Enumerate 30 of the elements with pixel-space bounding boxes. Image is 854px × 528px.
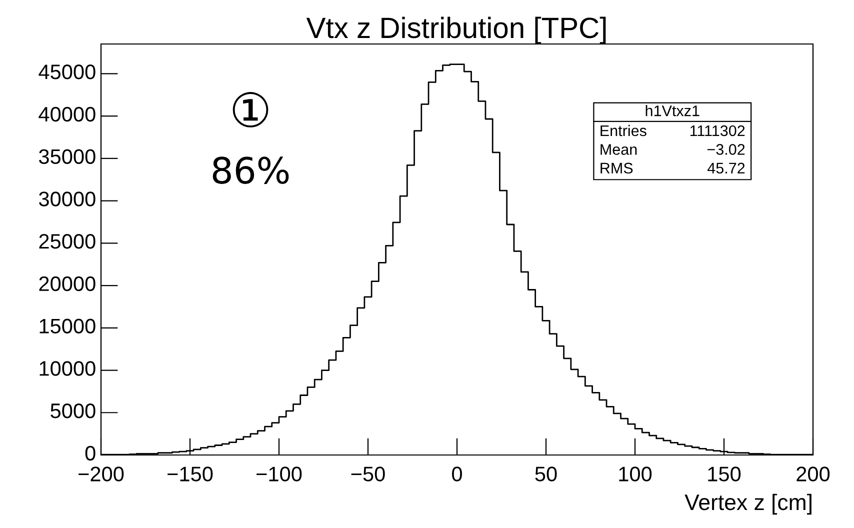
x-tick-label: −100 — [256, 466, 302, 482]
x-tick-label: 50 — [535, 466, 557, 482]
x-axis-title: Vertex z [cm] — [684, 494, 812, 515]
y-tick-label: 35000 — [39, 149, 96, 164]
x-tick-label: 100 — [619, 466, 652, 482]
y-tick-label: 0 — [85, 446, 96, 461]
y-tick-label: 40000 — [38, 106, 96, 122]
annotation: 45.72 — [707, 162, 745, 174]
y-tick-label: 45000 — [38, 64, 96, 80]
chart-title: Vtx z Distribution [TPC] — [306, 16, 606, 44]
annotation: 1111302 — [690, 125, 745, 136]
x-tick-label: 0 — [452, 466, 462, 482]
annotation: ① — [232, 92, 268, 128]
annotation: Mean — [600, 144, 637, 155]
annotation: −3.02 — [707, 144, 745, 155]
annotation: Entries — [600, 124, 646, 136]
x-tick-label: −150 — [168, 466, 213, 482]
x-tick-label: −50 — [351, 466, 385, 482]
x-tick-label: 150 — [708, 466, 741, 482]
annotation: 86% — [212, 156, 289, 184]
y-tick-label: 20000 — [39, 276, 96, 292]
annotation: RMS — [600, 162, 633, 174]
y-tick-label: 10000 — [40, 361, 96, 376]
y-tick-label: 25000 — [39, 234, 96, 249]
x-tick-label: 200 — [796, 466, 830, 482]
x-tick-label: −200 — [78, 466, 124, 482]
y-tick-label: 5000 — [50, 403, 96, 418]
y-tick-label: 15000 — [40, 318, 96, 334]
annotation: h1Vtxz1 — [646, 105, 700, 116]
y-tick-label: 30000 — [39, 192, 96, 206]
